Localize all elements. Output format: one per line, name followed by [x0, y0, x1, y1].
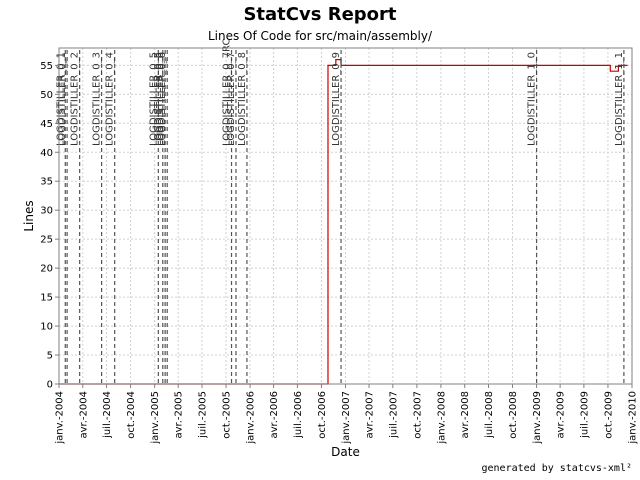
release-marker-label: LOGDISTILLER_1_0	[527, 52, 538, 146]
x-axis-label: Date	[331, 445, 360, 459]
x-tick-label: juil.-2006	[293, 391, 304, 439]
series-line	[59, 58, 628, 385]
y-tick-label: 50	[40, 90, 53, 101]
x-tick-label: avr.-2007	[365, 391, 376, 438]
x-tick-label: oct.-2008	[508, 391, 519, 439]
release-marker-label: LOGDISTILLER_0_4	[105, 52, 116, 146]
y-tick-label: 5	[47, 351, 53, 362]
release-marker-label: LOGDISTILLER_0_7RC	[222, 39, 233, 146]
x-tick-label: oct.-2004	[126, 391, 137, 439]
x-tick-label: janv.-2005	[150, 391, 161, 445]
release-marker-label: LOGDISTILLER_0_8	[237, 52, 248, 146]
y-tick-label: 15	[40, 293, 53, 304]
release-marker-label: LOGDISTILLER_0_1	[55, 52, 66, 146]
y-tick-label: 25	[40, 235, 53, 246]
y-tick-label: 55	[40, 61, 53, 72]
x-tick-label: oct.-2006	[317, 391, 328, 439]
x-tick-label: oct.-2009	[603, 391, 614, 439]
chart-subtitle: Lines Of Code for src/main/assembly/	[207, 29, 433, 43]
x-tick-label: juil.-2008	[484, 391, 495, 439]
y-tick-label: 40	[40, 148, 53, 159]
x-tick-label: janv.-2008	[436, 391, 447, 445]
x-tick-label: juil.-2009	[579, 391, 590, 439]
x-axis: janv.-2004 avr.-2004 juil.-2004 oct.-2004 ja…	[55, 384, 639, 445]
x-tick-label: janv.-2010	[628, 391, 639, 445]
y-tick-label: 20	[40, 264, 53, 275]
release-marker-label: LOGDISTILLER_0_1	[57, 52, 68, 146]
x-tick-label: oct.-2007	[412, 391, 423, 439]
release-marker-label: LOGDISTILLER_0_6	[157, 52, 168, 146]
release-marker-label: LOGDISTILLER_0_5	[153, 52, 164, 146]
x-tick-label: juil.-2004	[102, 391, 113, 439]
x-tick-label: avr.-2006	[269, 391, 280, 438]
release-marker-label: LOGDISTILLER_0_6	[155, 52, 166, 146]
x-tick-label: avr.-2004	[78, 391, 89, 438]
x-tick-label: juil.-2007	[388, 391, 399, 439]
series-layer	[59, 58, 628, 385]
release-marker-label: LOGDISTILLER_0_3	[92, 52, 103, 146]
x-tick-label: juil.-2005	[197, 391, 208, 439]
y-axis: 0 5 10 15 20 25 30 35 40 45 50 55	[40, 61, 59, 391]
x-tick-label: avr.-2008	[460, 391, 471, 438]
y-tick-label: 10	[40, 322, 53, 333]
release-marker-label: LOGDISTILLER_0_7	[226, 52, 237, 146]
x-tick-label: janv.-2004	[55, 391, 66, 445]
y-axis-label: Lines	[22, 200, 36, 231]
release-marker-label: LOGDISTILLER_0_5	[148, 52, 159, 146]
x-tick-label: avr.-2009	[556, 391, 567, 438]
x-tick-label: janv.-2009	[532, 391, 543, 445]
x-tick-label: oct.-2005	[222, 391, 233, 439]
x-tick-label: janv.-2006	[246, 391, 257, 445]
release-marker-label: LOGDISTILLER_1_1	[614, 52, 625, 146]
grid	[59, 48, 632, 384]
x-tick-label: janv.-2007	[341, 391, 352, 445]
y-tick-label: 35	[40, 177, 53, 188]
release-marker-label: LOGDISTILLER_0_9	[331, 52, 342, 146]
footer-credit: generated by statcvs-xml²	[481, 463, 632, 474]
chart-title: StatCvs Report	[243, 4, 397, 25]
release-marker-label: LOGDISTILLER_0_2	[70, 52, 81, 146]
y-tick-label: 45	[40, 119, 53, 130]
y-tick-label: 30	[40, 206, 53, 217]
y-tick-label: 0	[47, 380, 53, 391]
x-tick-label: avr.-2005	[174, 391, 185, 438]
